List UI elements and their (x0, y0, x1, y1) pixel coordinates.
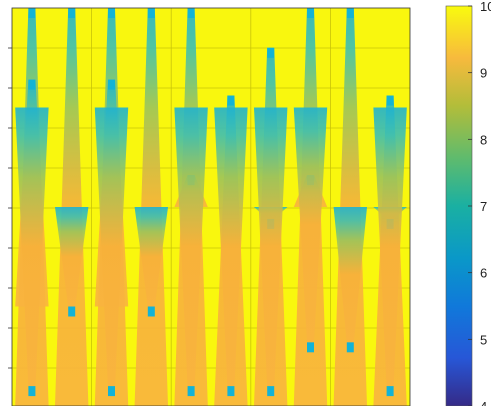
spike-body (333, 207, 368, 343)
spike-tip (227, 95, 235, 106)
spike-body (54, 207, 89, 307)
spike-tip (108, 386, 115, 397)
spike-tip (346, 8, 354, 18)
spike-body (15, 107, 49, 387)
spike-body (214, 107, 248, 387)
colorbar-tick-label: 7 (480, 199, 487, 214)
plot-area (8, 7, 411, 406)
spike-tip (147, 8, 155, 18)
colorbar: 10 9 8 7 6 5 4 (445, 0, 491, 406)
colorbar-tick-label: 9 (480, 66, 487, 81)
spike-tip (28, 79, 36, 90)
colorbar-tick-label: 10 (480, 0, 491, 14)
spike-body (293, 107, 328, 343)
spike-tip (68, 8, 76, 18)
spike-body (174, 107, 208, 387)
spike-tip (28, 8, 36, 18)
spikes (15, 8, 407, 406)
spike-tip (187, 8, 195, 18)
spike-tip (267, 47, 275, 58)
spike-body (134, 207, 169, 307)
colorbar-tick-label: 4 (480, 399, 487, 406)
spike-tip (307, 8, 314, 18)
spike-tip (187, 386, 195, 397)
spike-tip (68, 306, 76, 317)
spike-body (253, 107, 288, 387)
spike-tip (307, 342, 314, 353)
spike-tip (386, 95, 394, 106)
colorbar-tick-label: 6 (480, 266, 487, 281)
spike-tip (147, 306, 155, 317)
spike-tip (108, 8, 115, 18)
spike-tip (346, 342, 354, 353)
spike-tip (386, 386, 394, 397)
spike-tip (267, 386, 275, 397)
spike-body (373, 107, 407, 387)
colorbar-tick-label: 5 (480, 332, 487, 347)
spike-tip (227, 386, 235, 397)
spike-tip (28, 386, 36, 397)
spike-tip (108, 79, 115, 90)
spike-body (94, 107, 129, 387)
colorbar-tick-label: 8 (480, 132, 487, 147)
axes-frame (11, 7, 411, 406)
